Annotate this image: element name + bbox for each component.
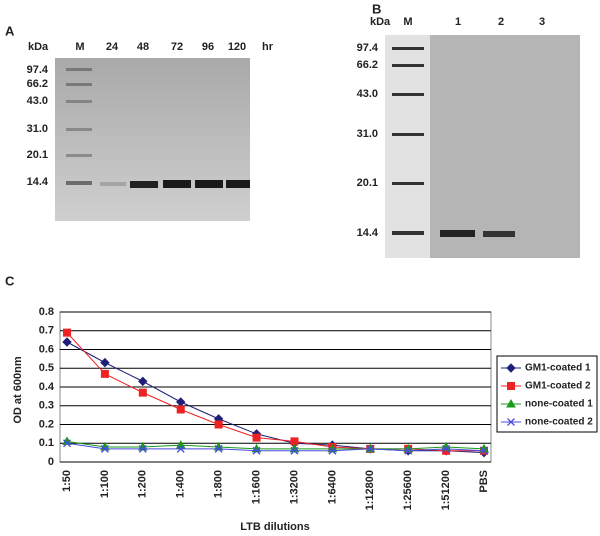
x-tick-label: 1:6400: [326, 470, 338, 504]
lane-label: 120: [228, 41, 246, 53]
lane-unit: hr: [262, 41, 274, 53]
marker-label: 97.4: [27, 64, 49, 76]
series-line: [66, 341, 485, 454]
x-tick-label: PBS: [478, 470, 490, 493]
gel-image: [55, 58, 250, 221]
y-tick-label: 0.1: [39, 437, 54, 449]
y-tick-label: 0.5: [39, 362, 54, 374]
x-axis-label: LTB dilutions: [240, 521, 309, 533]
marker-label: 43.0: [357, 88, 378, 100]
data-point: [100, 444, 109, 453]
y-tick-label: 0.7: [39, 325, 54, 337]
lane-label: 48: [137, 41, 149, 53]
x-tick-label: 1:400: [175, 470, 187, 498]
lane-label: M: [75, 41, 84, 53]
data-point: [214, 420, 223, 429]
marker-label: 66.2: [27, 78, 48, 90]
legend-label: none-coated 2: [525, 417, 593, 428]
data-point: [63, 439, 71, 448]
data-point: [176, 444, 185, 453]
unit-label: kDa: [370, 16, 391, 28]
marker-label: 14.4: [357, 227, 379, 239]
data-point: [480, 446, 488, 455]
y-tick-label: 0.3: [39, 400, 54, 412]
legend-label: none-coated 1: [525, 399, 593, 410]
y-tick-label: 0.6: [39, 343, 54, 355]
marker-label: 43.0: [27, 95, 48, 107]
data-point: [176, 405, 185, 414]
data-point: [328, 446, 337, 455]
data-point: [404, 446, 413, 455]
x-tick-label: 1:12800: [364, 470, 376, 510]
data-point: [100, 369, 109, 378]
x-tick-label: 1:200: [137, 470, 149, 498]
lane-label: 3: [539, 16, 545, 28]
x-tick-label: 1:800: [213, 470, 225, 498]
legend-marker: [506, 398, 516, 408]
marker-label: 14.4: [27, 176, 49, 188]
x-tick-label: 1:51200: [440, 470, 452, 510]
data-point: [176, 397, 186, 407]
data-point: [214, 444, 223, 453]
lane-label: M: [403, 16, 412, 28]
legend-marker: [506, 363, 516, 373]
data-point: [138, 444, 147, 453]
gel-bands: [66, 68, 250, 188]
x-tick-label: 1:1600: [250, 470, 262, 504]
marker-lane: [385, 35, 430, 258]
data-point: [290, 446, 299, 455]
x-tick-label: 1:3200: [288, 470, 300, 504]
lane-label: 72: [171, 41, 183, 53]
marker-label: 31.0: [27, 123, 48, 135]
y-axis-label: OD at 600nm: [12, 356, 24, 423]
gel-bands: [392, 47, 515, 237]
lane-label: 96: [202, 41, 214, 53]
data-point: [252, 433, 261, 442]
data-point: [100, 357, 110, 368]
data-point: [62, 337, 72, 347]
data-point: [252, 446, 261, 455]
data-point: [175, 440, 186, 449]
data-point: [442, 444, 451, 453]
legend-marker: [507, 418, 515, 426]
series-line: [66, 440, 485, 450]
y-tick-label: 0: [48, 456, 54, 468]
lane-label: 2: [498, 16, 504, 28]
legend-marker: [507, 382, 515, 390]
x-tick-label: 1:50: [61, 470, 73, 492]
data-point: [63, 328, 71, 337]
lane-label: 24: [106, 41, 119, 53]
marker-label: 20.1: [27, 149, 48, 161]
x-tick-label: 1:100: [99, 470, 111, 498]
data-point: [138, 376, 148, 387]
marker-label: 97.4: [357, 42, 379, 54]
legend-label: GM1-coated 2: [525, 381, 591, 392]
series-line: [66, 332, 484, 452]
legend-label: GM1-coated 1: [525, 363, 591, 374]
marker-label: 20.1: [357, 177, 378, 189]
y-tick-label: 0.2: [39, 418, 54, 430]
marker-label: 31.0: [357, 128, 378, 140]
panel-label: B: [372, 1, 381, 16]
series-line: [66, 442, 485, 452]
lane-label: 1: [455, 16, 461, 28]
data-point: [366, 444, 375, 453]
marker-label: 66.2: [357, 59, 378, 71]
data-point: [138, 388, 147, 397]
y-tick-label: 0.8: [39, 306, 54, 318]
unit-label: kDa: [28, 41, 49, 53]
data-point: [290, 437, 299, 446]
panel-label: C: [5, 273, 15, 288]
panel-label: A: [5, 23, 15, 38]
y-tick-label: 0.4: [39, 381, 55, 393]
x-tick-label: 1:25600: [402, 470, 414, 510]
